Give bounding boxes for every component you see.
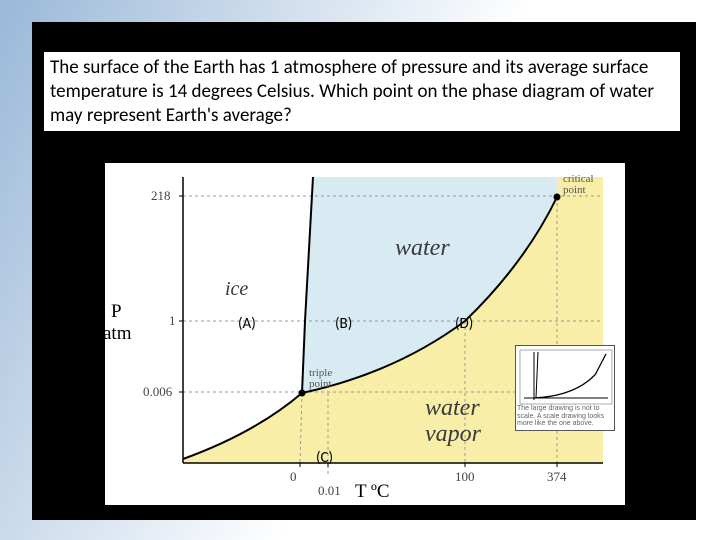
region-vapor-label1: water (425, 395, 480, 422)
y-tick-value: 218 (151, 188, 171, 204)
region-ice-label: ice (225, 278, 248, 301)
answer-option-b[interactable]: (B) (335, 315, 352, 333)
region-vapor-label2: vapor (425, 421, 481, 448)
critical-point-label2: point (563, 184, 586, 196)
answer-option-c[interactable]: (C) (316, 449, 333, 467)
y-axis-label-atm: atm (103, 323, 132, 345)
y-axis-label-p: P (111, 301, 122, 323)
phase-diagram: ice water water vapor P atm T ºC triple … (105, 163, 625, 505)
answer-option-a[interactable]: (A) (238, 315, 256, 333)
x-tick-value: 100 (455, 469, 475, 485)
y-tick-value: 0.006 (143, 384, 172, 400)
region-water-label: water (395, 235, 450, 262)
inset-caption: The large drawing is not to scale. A sca… (517, 405, 613, 428)
x-tick-value: 374 (547, 469, 567, 485)
answer-option-d[interactable]: (D) (455, 315, 473, 333)
x-axis-label: T ºC (355, 481, 390, 503)
y-tick-value: 1 (169, 313, 176, 329)
triple-point-label2: point (309, 378, 332, 390)
question-text: The surface of the Earth has 1 atmospher… (44, 52, 680, 131)
x-tick-value: 0 (290, 469, 297, 485)
diagram-svg (105, 163, 625, 505)
x-tick-value: 0.01 (318, 483, 341, 499)
